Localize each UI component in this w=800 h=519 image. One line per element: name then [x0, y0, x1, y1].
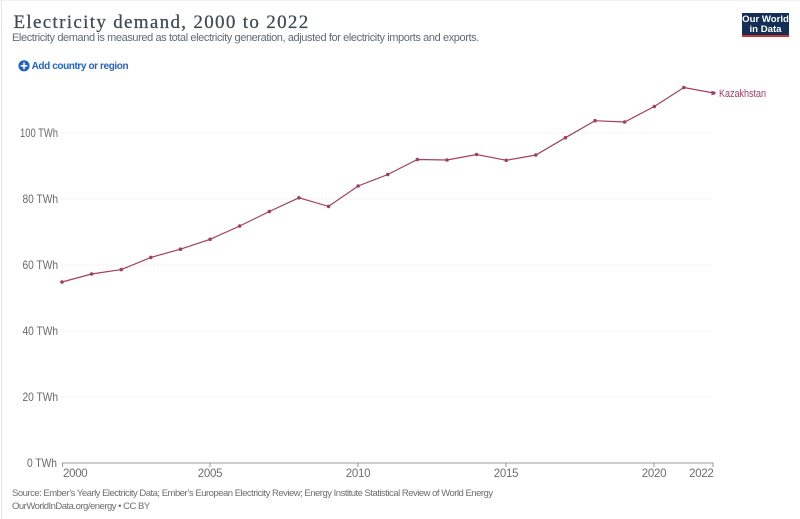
svg-text:20 TWh: 20 TWh [23, 390, 59, 404]
svg-text:2010: 2010 [346, 468, 370, 480]
svg-text:100 TWh: 100 TWh [20, 126, 58, 140]
svg-text:Kazakhstan: Kazakhstan [719, 88, 766, 100]
svg-text:2020: 2020 [642, 468, 666, 480]
svg-text:2005: 2005 [198, 468, 222, 480]
svg-text:0 TWh: 0 TWh [27, 456, 57, 470]
svg-text:80 TWh: 80 TWh [23, 192, 59, 206]
svg-text:40 TWh: 40 TWh [23, 324, 59, 338]
svg-text:2000: 2000 [63, 468, 87, 480]
svg-text:2015: 2015 [494, 468, 518, 480]
svg-text:2022: 2022 [689, 468, 713, 480]
svg-text:60 TWh: 60 TWh [23, 258, 59, 272]
